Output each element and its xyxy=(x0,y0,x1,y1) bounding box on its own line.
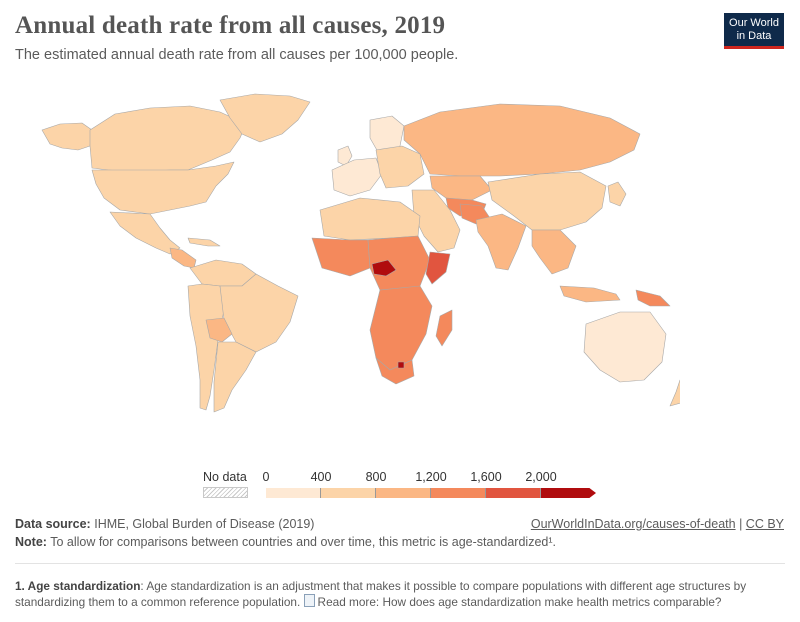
data-source-text: IHME, Global Burden of Disease (2019) xyxy=(94,517,315,531)
footnote-label: 1. Age standardization xyxy=(15,579,141,593)
legend-color-bin[interactable] xyxy=(486,488,541,498)
footnote: 1. Age standardization: Age standardizat… xyxy=(15,578,785,610)
region-japan-korea[interactable] xyxy=(607,181,627,207)
legend-tick-label: 0 xyxy=(262,470,270,484)
region-madagascar[interactable] xyxy=(435,309,453,347)
no-data-label: No data xyxy=(203,470,247,484)
footer-links: OurWorldInData.org/causes-of-death | CC … xyxy=(531,517,784,531)
legend-tick-label: 800 xyxy=(365,470,387,484)
region-southeast-asia[interactable] xyxy=(531,229,577,275)
map-legend: No data 0 400 800 1,200 1,600 2,000 xyxy=(200,465,610,505)
legend-tick-label: 1,600 xyxy=(470,470,502,484)
data-source-line: Data source: IHME, Global Burden of Dise… xyxy=(15,517,314,531)
region-alaska[interactable] xyxy=(41,122,93,151)
no-data-swatch[interactable] xyxy=(203,487,248,498)
note-text: To allow for comparisons between countri… xyxy=(50,535,556,549)
region-eastern-europe[interactable] xyxy=(375,145,425,189)
note-label: Note: xyxy=(15,535,47,549)
region-australia[interactable] xyxy=(583,311,667,383)
license-link[interactable]: CC BY xyxy=(745,517,784,531)
region-canada[interactable] xyxy=(89,105,247,173)
region-papua-new-guinea[interactable] xyxy=(635,289,671,307)
region-southern-africa[interactable] xyxy=(369,285,433,371)
legend-color-bin[interactable] xyxy=(376,488,431,498)
region-west-africa[interactable] xyxy=(311,237,371,277)
region-caribbean[interactable] xyxy=(187,237,221,247)
chart-title: Annual death rate from all causes, 2019 xyxy=(15,12,446,39)
region-greenland[interactable] xyxy=(219,93,311,143)
legend-tick-label: 1,200 xyxy=(415,470,447,484)
region-brazil[interactable] xyxy=(219,273,299,353)
region-central-america[interactable] xyxy=(169,247,197,269)
logo-line-1: Our World xyxy=(729,17,779,29)
link-separator: | xyxy=(739,517,743,531)
legend-color-bin[interactable] xyxy=(321,488,376,498)
region-indonesia[interactable] xyxy=(559,285,621,303)
legend-tick-label: 2,000 xyxy=(525,470,557,484)
read-more-link[interactable]: Read more: How does age standardization … xyxy=(317,595,722,609)
region-usa[interactable] xyxy=(91,161,235,215)
data-source-label: Data source: xyxy=(15,517,91,531)
region-russia[interactable] xyxy=(403,103,641,177)
footnote-text: : Age standardization is an adjustment t… xyxy=(15,579,747,609)
region-argentina[interactable] xyxy=(213,341,257,413)
legend-color-bin[interactable] xyxy=(541,488,596,498)
region-new-zealand[interactable] xyxy=(669,379,680,407)
region-lesotho[interactable] xyxy=(397,361,405,369)
region-north-africa[interactable] xyxy=(319,197,421,241)
source-link[interactable]: OurWorldInData.org/causes-of-death xyxy=(530,517,736,531)
document-icon xyxy=(303,594,315,607)
owid-logo[interactable]: Our World in Data xyxy=(724,13,784,49)
region-south-africa[interactable] xyxy=(375,357,415,385)
world-map[interactable] xyxy=(20,90,680,420)
region-mexico[interactable] xyxy=(109,211,181,255)
chart-subtitle: The estimated annual death rate from all… xyxy=(15,47,459,63)
footnote-divider xyxy=(15,563,785,564)
region-china-mongolia[interactable] xyxy=(487,171,607,231)
note-line: Note: To allow for comparisons between c… xyxy=(15,535,556,549)
legend-color-bin[interactable] xyxy=(431,488,486,498)
region-south-asia[interactable] xyxy=(475,213,527,271)
legend-tick-label: 400 xyxy=(310,470,332,484)
logo-line-2: in Data xyxy=(736,30,772,42)
region-bolivia[interactable] xyxy=(205,317,233,343)
logo-accent-bar xyxy=(724,46,784,49)
region-somalia[interactable] xyxy=(425,251,451,285)
region-uk[interactable] xyxy=(337,145,353,167)
region-western-europe[interactable] xyxy=(331,157,383,197)
region-car[interactable] xyxy=(371,259,397,277)
legend-color-bin[interactable] xyxy=(266,488,321,498)
